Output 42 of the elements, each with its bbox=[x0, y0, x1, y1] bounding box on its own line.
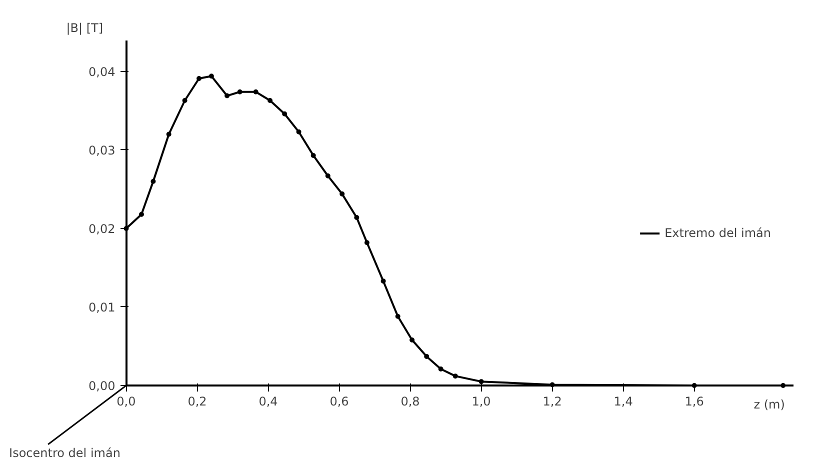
point bbox=[478, 379, 484, 384]
y-tick-label: 0,02 bbox=[88, 222, 116, 236]
legend-label: Extremo del imán bbox=[664, 226, 771, 240]
x-tick-label: 0,4 bbox=[258, 394, 278, 408]
x-tick-label: 0,2 bbox=[188, 394, 207, 408]
point bbox=[237, 89, 242, 94]
x-tick-label: 1,2 bbox=[542, 394, 562, 408]
point bbox=[424, 354, 430, 359]
point bbox=[340, 191, 345, 196]
point bbox=[395, 314, 400, 319]
y-axis-title: |B| [T] bbox=[66, 21, 104, 36]
point bbox=[166, 132, 172, 137]
text: Isocentro del imán bbox=[9, 446, 120, 460]
y-tick-label: 0,00 bbox=[88, 379, 116, 393]
x-tick-label: 0,6 bbox=[330, 394, 349, 408]
y-tick-label: 0,03 bbox=[88, 143, 116, 158]
point bbox=[253, 89, 258, 94]
point bbox=[452, 374, 458, 379]
point bbox=[325, 173, 330, 178]
point bbox=[380, 278, 386, 284]
y-tick-label: 0,01 bbox=[88, 300, 116, 314]
point bbox=[196, 76, 202, 82]
point bbox=[310, 152, 316, 158]
y-tick-label: 0,04 bbox=[88, 64, 116, 79]
x-tick-label: 0,0 bbox=[116, 394, 136, 408]
point bbox=[138, 212, 144, 217]
x-tick-label: 1,0 bbox=[472, 394, 491, 408]
x-axis-title: z (m) bbox=[754, 398, 785, 412]
point bbox=[438, 366, 444, 372]
point bbox=[282, 111, 288, 116]
point bbox=[410, 337, 415, 342]
point bbox=[150, 178, 156, 184]
point bbox=[224, 93, 230, 98]
point bbox=[296, 129, 302, 134]
point bbox=[364, 240, 370, 246]
point bbox=[208, 74, 214, 79]
point bbox=[268, 98, 273, 103]
x-tick-label: 1,6 bbox=[684, 394, 704, 408]
point bbox=[182, 98, 188, 103]
point bbox=[354, 214, 360, 220]
x-tick-label: 1,4 bbox=[614, 394, 633, 408]
x-tick-label: 0,8 bbox=[400, 394, 420, 408]
